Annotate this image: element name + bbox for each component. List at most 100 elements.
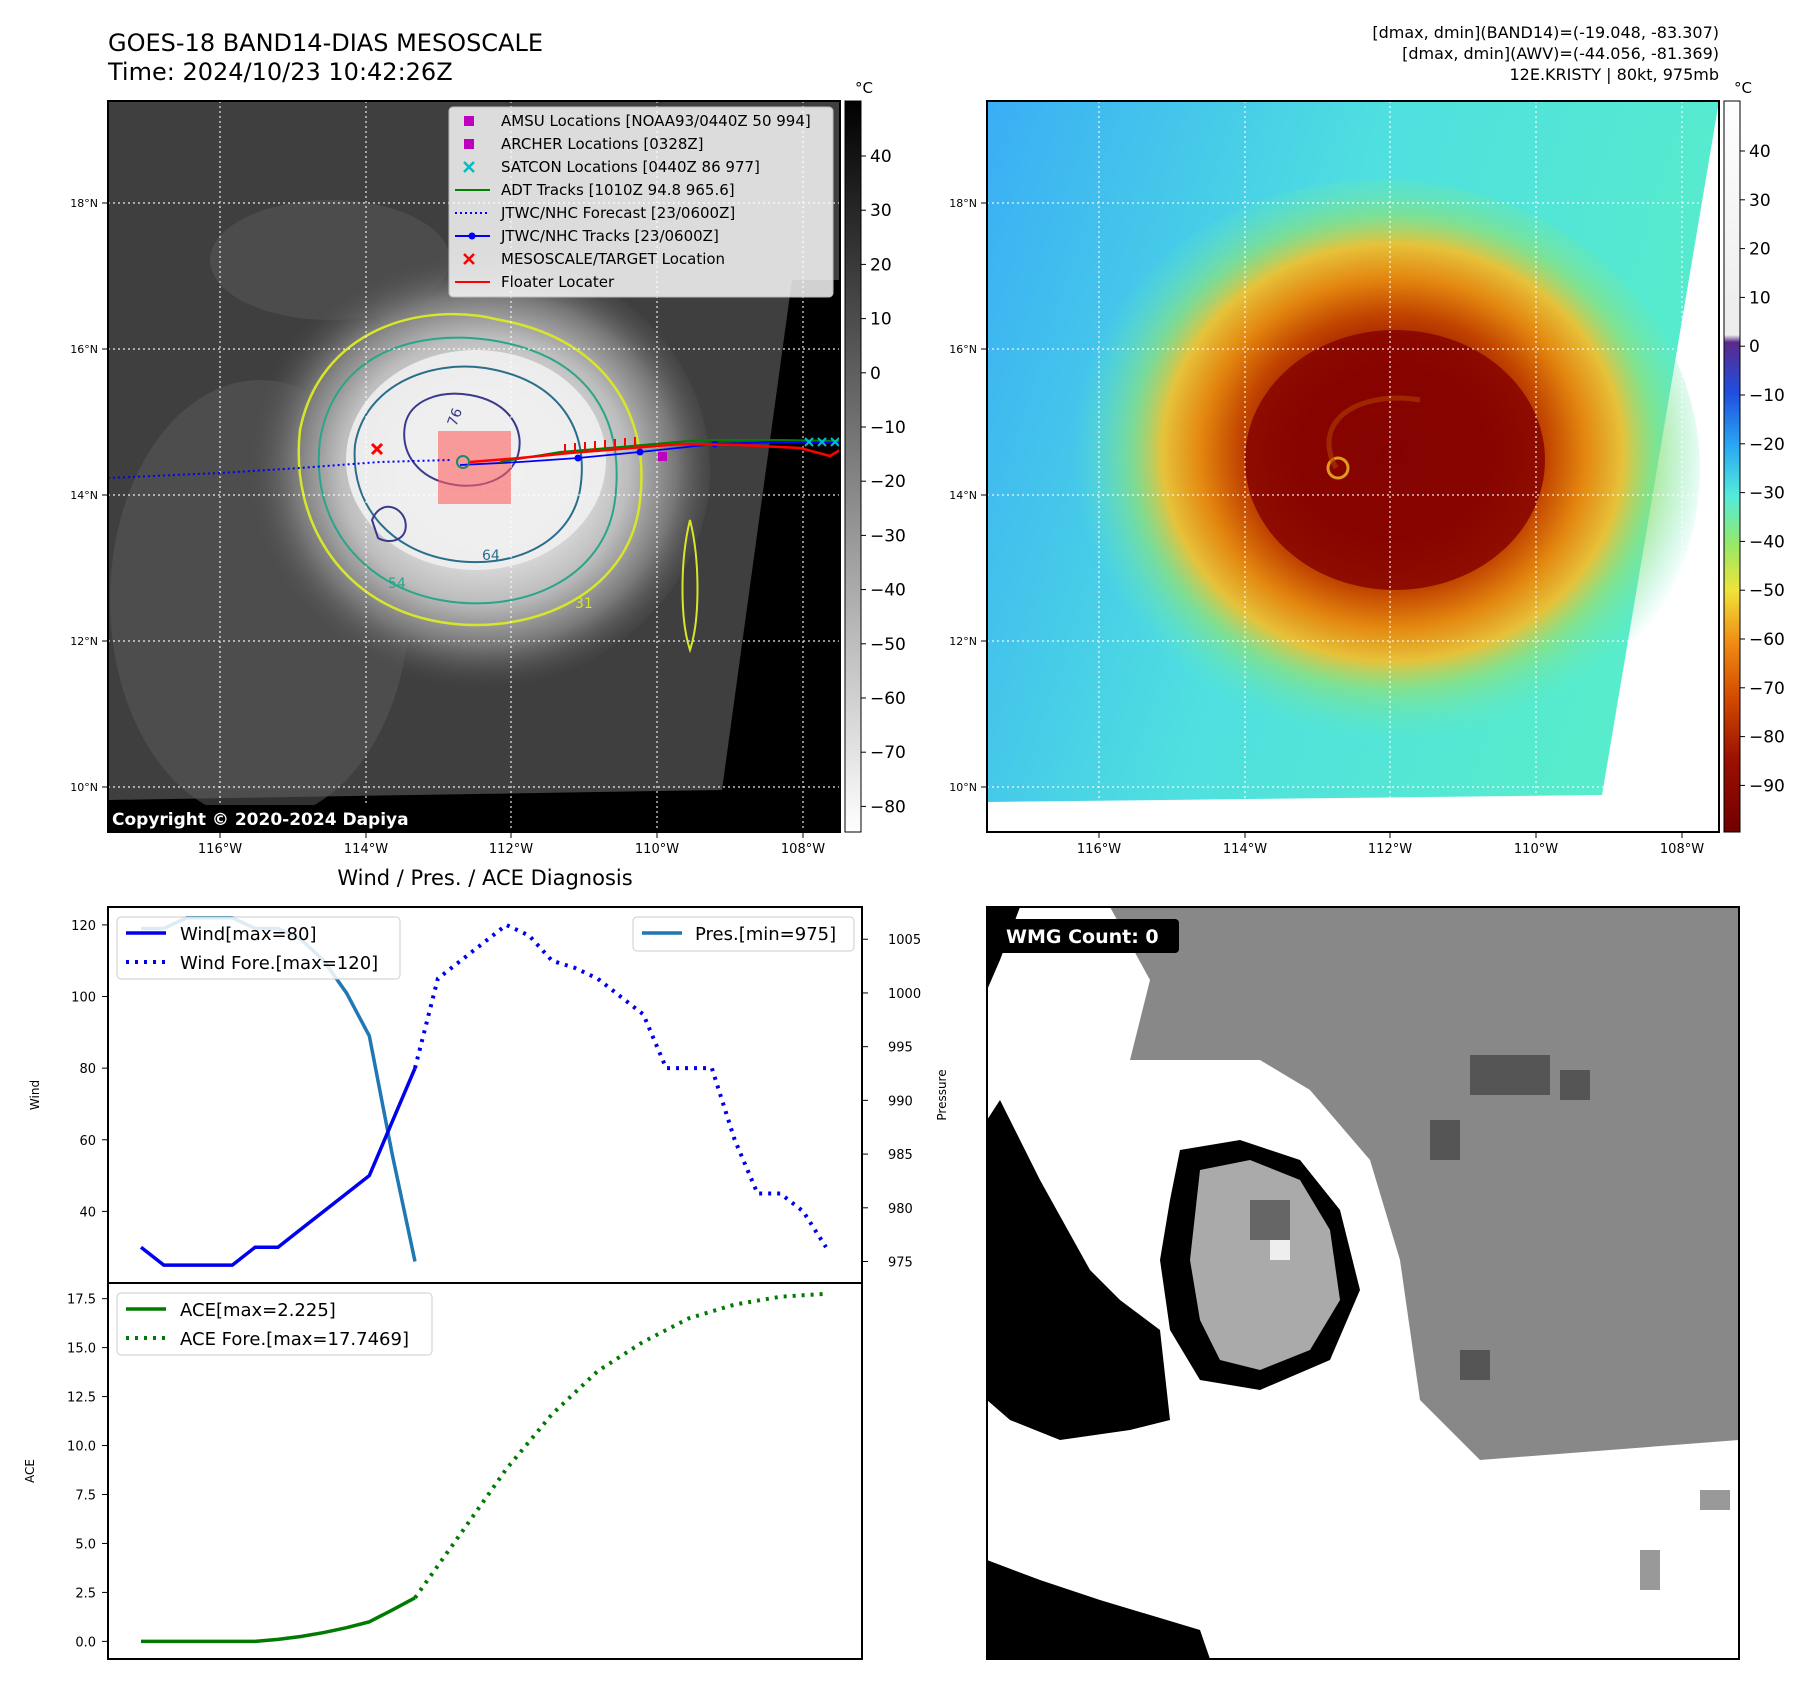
adt-track <box>499 439 840 463</box>
adt-tick-marks <box>564 437 636 452</box>
ace-tick-label: 10.0 <box>67 1440 96 1455</box>
wmg-count: WMG Count: 0 <box>1006 926 1159 948</box>
legend-label: JTWC/NHC Forecast [23/0600Z] <box>500 204 735 222</box>
lat-tick-label: 12°N <box>949 635 977 648</box>
legend-item: SATCON Locations [0440Z 86 977] <box>463 158 760 176</box>
legend-item: ADT Tracks [1010Z 94.8 965.6] <box>455 181 735 199</box>
lon-tick-label: 114°W <box>1223 842 1267 857</box>
ace-tick-label: 0.0 <box>75 1635 96 1650</box>
colorbar-tick-label: −30 <box>870 526 906 546</box>
ace-tick-label: 5.0 <box>75 1537 96 1552</box>
lat-tick-label: 16°N <box>70 343 98 356</box>
lon-tick-label: 112°W <box>489 842 533 857</box>
legend-wind: Wind[max=80] <box>180 924 317 945</box>
info-line2: [dmax, dmin](AWV)=(-44.056, -81.369) <box>1402 44 1719 63</box>
legend-wind-fore: Wind Fore.[max=120] <box>180 953 378 974</box>
archer-marker <box>658 452 667 461</box>
lon-tick-label: 112°W <box>1368 842 1412 857</box>
lon-tick-label: 116°W <box>198 842 242 857</box>
lon-tick-label: 116°W <box>1077 842 1121 857</box>
satcon-markers <box>804 437 840 447</box>
legend-label: Floater Locater <box>501 273 615 291</box>
lon-ticks-b: 116°W 114°W 112°W 110°W 108°W <box>1077 832 1704 857</box>
jtwc-track-point <box>574 454 582 462</box>
ace-tick-label: 7.5 <box>75 1489 96 1504</box>
colorbar2-unit: °C <box>1734 79 1752 97</box>
legend-square-icon <box>464 139 474 149</box>
lat-tick-label: 18°N <box>949 197 977 210</box>
colorbar-tick-label: −20 <box>1749 435 1785 455</box>
wind-series <box>139 1067 417 1267</box>
lat-ticks-b: 18°N 16°N 14°N 12°N 10°N <box>949 197 987 794</box>
lon-tick-label: 110°W <box>635 842 679 857</box>
colorbar-tick-label: −30 <box>1749 484 1785 504</box>
ace-tick-label: 17.5 <box>67 1293 96 1308</box>
legend-item: AMSU Locations [NOAA93/0440Z 50 994] <box>464 112 811 130</box>
ace-ylabel: ACE <box>23 1459 37 1483</box>
ir-color-panel <box>987 101 1719 832</box>
colorbar-tick-label: −10 <box>1749 386 1785 406</box>
wmg-panel: WMG Count: 0 <box>987 907 1739 1659</box>
colorbar-tick-label: −40 <box>870 581 906 601</box>
pressure-tick-label: 985 <box>888 1148 913 1163</box>
lon-ticks-a: 116°W 114°W 112°W 110°W 108°W <box>198 832 825 857</box>
lat-gridlines-b <box>987 202 1719 788</box>
colorbar-tick-label: 0 <box>1749 337 1760 357</box>
legend-item: JTWC/NHC Forecast [23/0600Z] <box>455 204 735 222</box>
legend-label: JTWC/NHC Tracks [23/0600Z] <box>500 227 719 245</box>
wind-forecast-series <box>413 922 828 1249</box>
lon-gridlines-b <box>1098 101 1683 832</box>
colorbar-tick-label: −60 <box>1749 630 1785 650</box>
wind-tick-label: 100 <box>71 991 96 1006</box>
colorbar-tick-label: 10 <box>870 310 892 330</box>
lat-tick-label: 14°N <box>949 489 977 502</box>
pressure-tick-label: 980 <box>888 1202 913 1217</box>
colorbar-color: °C 40 30 20 10 0 −10 −20 −30 −40 −50 −60 −70 −80 −90 <box>1723 79 1785 833</box>
pressure-tick-label: 1005 <box>888 933 921 948</box>
colorbar-tick-label: −90 <box>1749 776 1785 796</box>
storm-center <box>456 455 470 469</box>
colorbar-tick-label: 30 <box>870 201 892 221</box>
legend-ace-fore: ACE Fore.[max=17.7469] <box>180 1329 409 1350</box>
lat-tick-label: 12°N <box>70 635 98 648</box>
contour-label-3: 54 <box>388 576 406 592</box>
legend-label: SATCON Locations [0440Z 86 977] <box>501 158 760 176</box>
colorbar-tick-label: −70 <box>870 743 906 763</box>
contour-label-4: 31 <box>575 596 593 612</box>
colorbar-tick-label: 10 <box>1749 288 1771 308</box>
colorbar-tick-label: 30 <box>1749 191 1771 211</box>
legend-item: Floater Locater <box>455 273 615 291</box>
legend-dot-icon <box>468 232 476 240</box>
legend-x-icon <box>463 161 475 173</box>
colorbar-tick-label: −80 <box>1749 728 1785 748</box>
legend-x-icon <box>463 253 475 265</box>
ace-tick-label: 12.5 <box>67 1391 96 1406</box>
colorbar-unit: °C <box>855 79 873 97</box>
legend-label: AMSU Locations [NOAA93/0440Z 50 994] <box>501 112 811 130</box>
copyright: Copyright © 2020-2024 Dapiya <box>112 810 409 830</box>
legend-label: MESOSCALE/TARGET Location <box>501 250 725 268</box>
legend-label: ADT Tracks [1010Z 94.8 965.6] <box>501 181 735 199</box>
pressure-tick-label: 1000 <box>888 987 921 1002</box>
legend-pressure: Pres.[min=975] <box>695 924 836 945</box>
legend-item: ARCHER Locations [0328Z] <box>464 135 704 153</box>
colorbar-tick-label: 20 <box>1749 240 1771 260</box>
map-legend: AMSU Locations [NOAA93/0440Z 50 994] ARCH… <box>448 106 834 298</box>
contour-label-1: 76 <box>445 406 466 428</box>
legend-item: MESOSCALE/TARGET Location <box>463 250 725 268</box>
lat-tick-label: 18°N <box>70 197 98 210</box>
colorbar-tick-label: −70 <box>1749 679 1785 699</box>
colorbar-tick-label: 0 <box>870 364 881 384</box>
figure-title-line2: Time: 2024/10/23 10:42:26Z <box>107 58 453 86</box>
colorbar-tick-label: 20 <box>870 255 892 275</box>
ace-legend: ACE[max=2.225] ACE Fore.[max=17.7469] <box>116 1292 433 1356</box>
lat-tick-label: 10°N <box>70 781 98 794</box>
colorbar-tick-label: −50 <box>1749 581 1785 601</box>
legend-ace: ACE[max=2.225] <box>180 1300 336 1321</box>
colorbar-tick-label: −40 <box>1749 532 1785 552</box>
contour-label-2: 64 <box>482 548 500 564</box>
pressure-tick-label: 990 <box>888 1094 913 1109</box>
lat-tick-label: 16°N <box>949 343 977 356</box>
pressure-ylabel: Pressure <box>935 1069 949 1120</box>
